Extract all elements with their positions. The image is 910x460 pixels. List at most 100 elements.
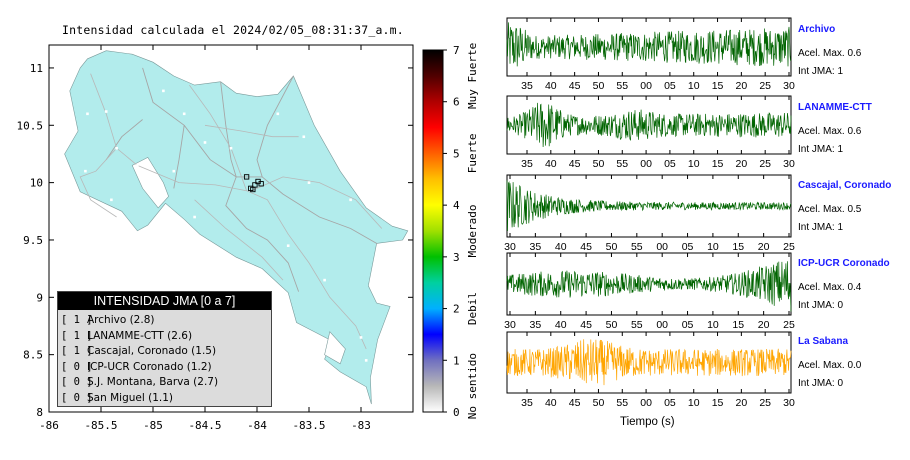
gulf-of-nicoya bbox=[131, 157, 169, 209]
y-tick-label: 10.5 bbox=[17, 119, 44, 132]
town-marker bbox=[286, 244, 290, 248]
trace-tick-label: 05 bbox=[682, 319, 694, 331]
station-name: Cascajal, Coronado bbox=[798, 180, 892, 191]
trace-tick-label: 00 bbox=[656, 319, 668, 331]
waveform-trace bbox=[506, 22, 792, 67]
station-info-archivo: Archivo Acel. Max. 0.6 Int JMA: 1 bbox=[798, 24, 906, 77]
station-jma: Int JMA: 0 bbox=[798, 300, 844, 311]
colorbar-tick-label: 7 bbox=[453, 44, 460, 57]
trace-tick-label: 00 bbox=[640, 80, 652, 92]
trace-tick-label: 50 bbox=[606, 241, 618, 253]
map-title: Intensidad calculada el 2024/02/05_08:31… bbox=[62, 23, 404, 37]
station-info-cascajal: Cascajal, Coronado Acel. Max. 0.5 Int JM… bbox=[798, 180, 906, 233]
map-frame bbox=[48, 44, 414, 413]
station-marker bbox=[258, 181, 264, 187]
trace-tick-label: 30 bbox=[504, 319, 516, 331]
trace-tick-label: 40 bbox=[545, 397, 557, 409]
station-info-la-sabana: La Sabana Acel. Max. 0.0 Int JMA: 0 bbox=[798, 336, 906, 389]
legend-item-label: San Miguel (1.1) bbox=[87, 391, 173, 404]
town-marker bbox=[359, 336, 363, 339]
legend-item-jma: [ 0 ] bbox=[61, 376, 93, 388]
colorbar-tick-label: 0 bbox=[453, 406, 460, 419]
legend-item-jma: [ 1 ] bbox=[61, 345, 93, 357]
y-tick-label: 8.5 bbox=[23, 349, 43, 362]
trace-tick-label: 15 bbox=[712, 80, 724, 92]
town-marker bbox=[203, 141, 207, 144]
station-accel: Acel. Max. 0.0 bbox=[798, 360, 862, 371]
trace-tick-label: 05 bbox=[664, 397, 676, 409]
trace-tick-label: 25 bbox=[759, 397, 771, 409]
station-name: La Sabana bbox=[798, 336, 849, 347]
x-tick-label: -85 bbox=[143, 419, 163, 432]
station-accel: Acel. Max. 0.4 bbox=[798, 282, 862, 293]
trace-tick-label: 40 bbox=[555, 241, 567, 253]
y-tick-label: 8 bbox=[36, 406, 43, 419]
colorbar-category-label: Fuerte bbox=[466, 134, 479, 174]
trace-tick-label: 00 bbox=[640, 158, 652, 170]
town-marker bbox=[349, 198, 352, 202]
station-jma: Int JMA: 1 bbox=[798, 66, 844, 77]
station-name: Archivo bbox=[798, 24, 836, 35]
station-name: ICP-UCR Coronado bbox=[798, 258, 890, 269]
town-marker bbox=[136, 164, 139, 167]
trace-tick-label: 45 bbox=[569, 158, 581, 170]
town-marker bbox=[307, 181, 311, 184]
x-tick-label: -85.5 bbox=[84, 419, 117, 432]
trace-tick-label: 45 bbox=[580, 241, 592, 253]
station-jma: Int JMA: 1 bbox=[798, 222, 844, 233]
trace-tick-label: 40 bbox=[545, 158, 557, 170]
trace-tick-label: 30 bbox=[783, 80, 795, 92]
legend-item-label: LANAMME-CTT (2.6) bbox=[87, 329, 193, 342]
colorbar-tick-label: 1 bbox=[453, 354, 460, 367]
legend-item-label: ICP-UCR Coronado (1.2) bbox=[87, 360, 212, 373]
x-tick-label: -86 bbox=[39, 419, 59, 432]
colorbar-category-label: Muy Fuerte bbox=[466, 43, 479, 109]
trace-tick-label: 45 bbox=[569, 80, 581, 92]
x-tick-label: -84 bbox=[247, 419, 267, 432]
station-marker bbox=[243, 174, 250, 180]
trace-tick-label: 35 bbox=[521, 158, 533, 170]
trace-tick-label: 15 bbox=[712, 397, 724, 409]
town-marker bbox=[115, 146, 118, 150]
trace-tick-label: 55 bbox=[631, 241, 643, 253]
trace-tick-label: 55 bbox=[616, 397, 628, 409]
legend-item: [ 0 ]ICP-UCR Coronado (1.2) bbox=[61, 360, 271, 376]
trace-tick-label: 10 bbox=[688, 397, 700, 409]
road-line bbox=[204, 124, 299, 138]
town-marker bbox=[162, 89, 165, 93]
trace-tick-label: 20 bbox=[736, 80, 748, 92]
road-line bbox=[189, 84, 247, 191]
station-info-lanamme: LANAMME-CTT Acel. Max. 0.6 Int JMA: 1 bbox=[798, 102, 906, 155]
trace-tick-label: 25 bbox=[783, 241, 795, 253]
trace-tick-label: 05 bbox=[682, 241, 694, 253]
golfo-dulce bbox=[324, 331, 346, 365]
town-marker bbox=[364, 359, 368, 362]
waveform-trace bbox=[506, 102, 792, 148]
legend-item-jma: [ 0 ] bbox=[61, 360, 93, 373]
trace-tick-label: 50 bbox=[593, 397, 605, 409]
colorbar-tick-label: 6 bbox=[453, 96, 460, 109]
station-info-icp-ucr: ICP-UCR Coronado Acel. Max. 0.4 Int JMA:… bbox=[798, 258, 906, 311]
waveform-trace bbox=[506, 339, 792, 386]
trace-tick-label: 20 bbox=[758, 241, 770, 253]
trace-tick-label: 35 bbox=[530, 241, 542, 253]
legend-item: [ 1 ]LANAMME-CTT (2.6) bbox=[61, 329, 271, 345]
town-marker bbox=[323, 278, 326, 282]
town-marker bbox=[229, 146, 233, 150]
road-line bbox=[194, 199, 284, 281]
colorbar-tick-label: 2 bbox=[453, 303, 460, 316]
trace-tick-label: 15 bbox=[732, 241, 744, 253]
colorbar-tick-label: 5 bbox=[453, 147, 460, 160]
colorbar-category-label: No sentido bbox=[466, 353, 479, 419]
town-marker bbox=[302, 135, 306, 139]
trace-tick-label: 35 bbox=[521, 397, 533, 409]
legend-item: [ 0 ]S.J. Montana, Barva (2.7) bbox=[61, 375, 271, 391]
legend-title: INTENSIDAD JMA [0 a 7] bbox=[58, 292, 271, 310]
legend-item-label: S.J. Montana, Barva (2.7) bbox=[87, 376, 219, 388]
colorbar-category-label: Moderado bbox=[466, 205, 479, 258]
trace-tick-label: 35 bbox=[521, 80, 533, 92]
province-border bbox=[256, 75, 294, 178]
town-marker bbox=[182, 112, 186, 116]
